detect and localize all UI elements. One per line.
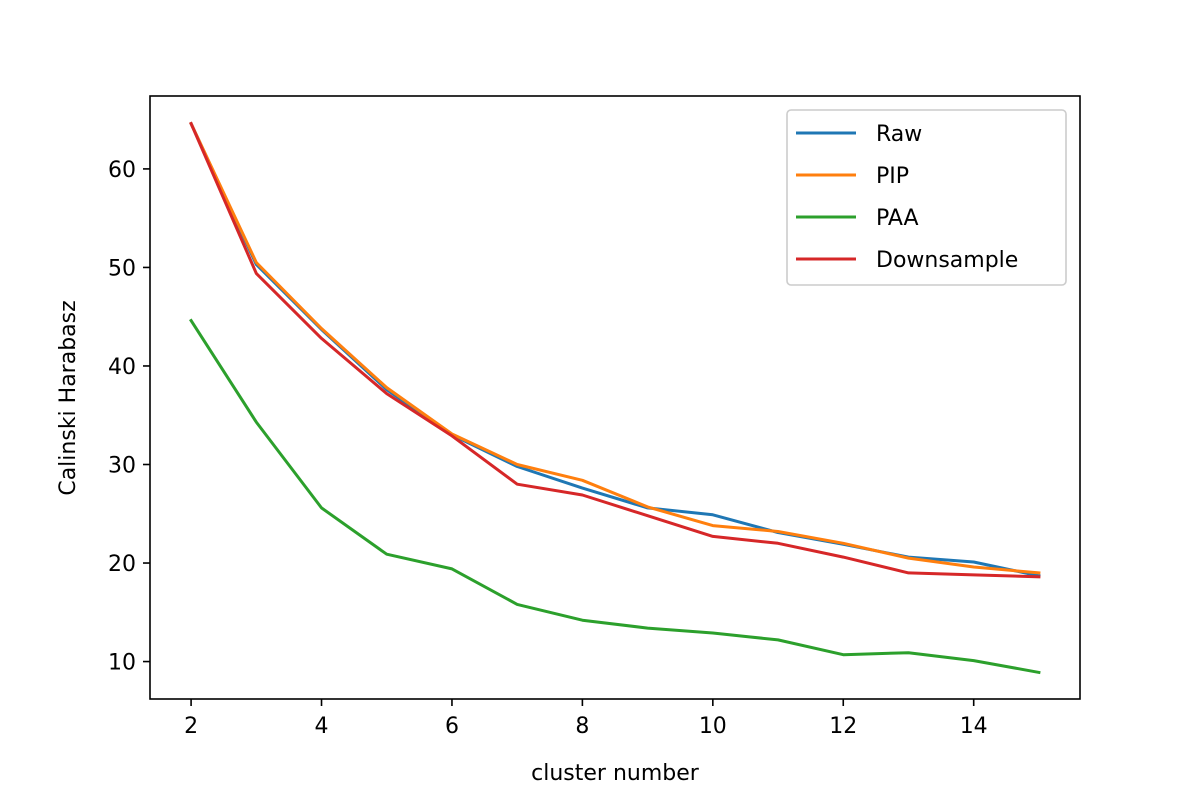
series-line-paa <box>189 318 1041 675</box>
x-tick-label: 14 <box>960 714 988 739</box>
y-tick-label: 10 <box>108 651 136 676</box>
x-tick-label: 2 <box>184 714 198 739</box>
legend: Raw PIP PAA Downsample <box>786 109 1067 286</box>
x-tick-label: 12 <box>829 714 857 739</box>
y-tick-label: 50 <box>108 256 136 281</box>
y-tick-label: 40 <box>108 355 136 380</box>
y-tick-label: 20 <box>108 552 136 577</box>
legend-label-downsample: Downsample <box>876 248 1018 273</box>
legend-label-paa: PAA <box>876 206 919 231</box>
series-lines <box>189 121 1041 675</box>
series-line-downsample <box>189 121 1041 579</box>
series-line-pip <box>189 121 1041 575</box>
x-tick-label: 6 <box>445 714 459 739</box>
x-axis-ticks: 2 4 6 8 10 12 14 <box>184 699 988 739</box>
y-axis-label: Calinski Harabasz <box>56 300 81 495</box>
x-tick-label: 8 <box>575 714 589 739</box>
legend-items: Raw PIP PAA Downsample <box>796 122 1018 273</box>
x-tick-label: 4 <box>315 714 329 739</box>
legend-label-pip: PIP <box>876 164 909 189</box>
plot-frame <box>149 95 1081 700</box>
y-tick-label: 60 <box>108 158 136 183</box>
x-axis-label: cluster number <box>531 761 700 786</box>
legend-label-raw: Raw <box>876 122 922 147</box>
legend-box <box>786 109 1067 286</box>
x-tick-label: 10 <box>699 714 727 739</box>
y-axis-ticks: 10 20 30 40 50 60 <box>108 158 150 676</box>
y-tick-label: 30 <box>108 454 136 479</box>
